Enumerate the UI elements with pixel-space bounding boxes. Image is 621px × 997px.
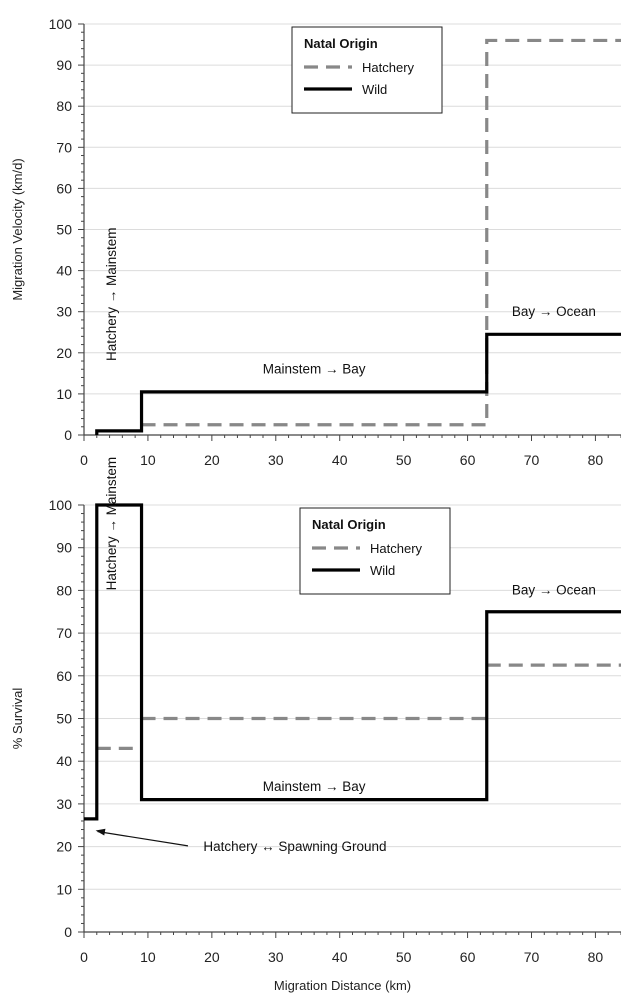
x-tick-label: 30 <box>268 949 284 965</box>
x-tick-label: 10 <box>140 452 156 468</box>
x-tick-label: 50 <box>396 949 412 965</box>
y-tick-label: 0 <box>64 427 72 443</box>
chart-panel-1: 0 10 20 30 40 50 60 70 80 90 100 0 10 20 30 40 50 60 70 80 M… <box>10 16 621 468</box>
legend-label-wild: Wild <box>370 563 395 578</box>
annotation-arrow-line <box>97 830 189 847</box>
x-tick-label: 20 <box>204 452 220 468</box>
x-tick-label: 0 <box>80 949 88 965</box>
y-tick-label: 30 <box>56 796 72 812</box>
series-hatchery-line <box>141 38 621 427</box>
y-tick-label: 40 <box>56 753 72 769</box>
x-tick-label: 70 <box>524 452 540 468</box>
x-tick-label: 40 <box>332 452 348 468</box>
legend-label-hatchery: Hatchery <box>370 541 423 556</box>
x-tick-label: 30 <box>268 452 284 468</box>
y-tick-label: 50 <box>56 222 72 238</box>
y-tick-label: 60 <box>56 180 72 196</box>
legend-title: Natal Origin <box>304 36 378 51</box>
y-tick-label: 80 <box>56 98 72 114</box>
x-tick-label: 60 <box>460 452 476 468</box>
y-axis-label: % Survival <box>10 688 25 750</box>
y-tick-label: 20 <box>56 839 72 855</box>
x-tick-label: 80 <box>588 949 604 965</box>
annotation-label: Mainstem → Bay <box>263 779 366 794</box>
y-tick-label: 50 <box>56 711 72 727</box>
annotation-label: Bay → Ocean <box>512 583 596 598</box>
legend-label-hatchery: Hatchery <box>362 60 415 75</box>
x-axis-label: Migration Distance (km) <box>274 978 411 993</box>
legend-label-wild: Wild <box>362 82 387 97</box>
legend-title: Natal Origin <box>312 517 386 532</box>
y-tick-label: 40 <box>56 263 72 279</box>
y-tick-label: 70 <box>56 139 72 155</box>
x-tick-label: 0 <box>80 452 88 468</box>
legend-box <box>299 507 451 595</box>
annotation-label: Hatchery → Mainstem <box>104 227 119 361</box>
y-tick-label: 0 <box>64 924 72 940</box>
y-axis-label: Migration Velocity (km/d) <box>10 158 25 300</box>
x-tick-label: 70 <box>524 949 540 965</box>
y-tick-label: 10 <box>56 881 72 897</box>
annotation-label: Mainstem → Bay <box>263 361 366 376</box>
y-tick-label: 70 <box>56 625 72 641</box>
series-wild-line <box>84 503 621 821</box>
y-tick-label: 20 <box>56 345 72 361</box>
chart-panel-2: 0 10 20 30 40 50 60 70 80 90 100 0 10 20 30 40 50 60 70 80%… <box>10 457 621 993</box>
x-tick-label: 60 <box>460 949 476 965</box>
x-tick-label: 10 <box>140 949 156 965</box>
y-tick-label: 100 <box>49 497 73 513</box>
x-tick-label: 40 <box>332 949 348 965</box>
y-tick-label: 100 <box>49 16 73 32</box>
x-tick-label: 50 <box>396 452 412 468</box>
y-tick-label: 90 <box>56 57 72 73</box>
annotation-arrowhead <box>95 828 106 836</box>
y-tick-label: 90 <box>56 540 72 556</box>
y-tick-label: 60 <box>56 668 72 684</box>
annotation-label: Hatchery ↔ Spawning Ground <box>203 839 386 854</box>
x-tick-label: 20 <box>204 949 220 965</box>
y-tick-label: 30 <box>56 304 72 320</box>
x-tick-label: 80 <box>588 452 604 468</box>
legend-box <box>291 26 443 114</box>
annotation-label: Bay → Ocean <box>512 304 596 319</box>
series-wild-line <box>95 332 621 435</box>
annotation-label: Hatchery → Mainstem <box>104 457 119 591</box>
y-tick-label: 10 <box>56 386 72 402</box>
y-tick-label: 80 <box>56 582 72 598</box>
